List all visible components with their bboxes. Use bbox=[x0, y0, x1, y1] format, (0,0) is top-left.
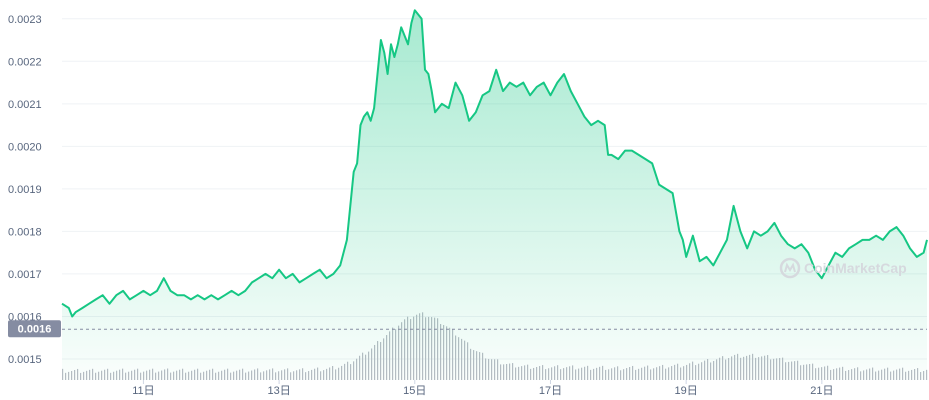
y-tick-label: 0.0017 bbox=[8, 269, 42, 281]
current-price-value: 0.0016 bbox=[18, 324, 52, 336]
watermark: CoinMarketCap bbox=[779, 257, 907, 279]
price-area bbox=[62, 10, 927, 381]
y-tick-label: 0.0015 bbox=[8, 354, 42, 366]
y-axis-labels: 0.0023 0.0022 0.0021 0.0020 0.0019 0.0018 0.00… bbox=[8, 14, 42, 366]
x-tick-label: 17日 bbox=[539, 385, 562, 397]
x-axis-labels: 11日 13日 15日 17日 19日 21日 bbox=[132, 380, 833, 397]
x-tick-label: 19日 bbox=[675, 385, 698, 397]
y-tick-label: 0.0018 bbox=[8, 226, 42, 238]
y-tick-label: 0.0020 bbox=[8, 141, 42, 153]
price-line bbox=[61, 9, 928, 318]
x-tick-label: 15日 bbox=[403, 385, 426, 397]
current-price-badge: 0.0016 bbox=[8, 320, 61, 338]
y-tick-label: 0.0019 bbox=[8, 184, 42, 196]
y-tick-label: 0.0023 bbox=[8, 14, 42, 26]
x-tick-label: 21日 bbox=[810, 385, 833, 397]
watermark-text: CoinMarketCap bbox=[804, 260, 907, 276]
y-tick-label: 0.0021 bbox=[8, 99, 42, 111]
x-tick-label: 13日 bbox=[267, 385, 290, 397]
coinmarketcap-logo-icon bbox=[779, 257, 801, 279]
y-tick-label: 0.0022 bbox=[8, 56, 42, 68]
x-tick-label: 11日 bbox=[132, 385, 154, 397]
